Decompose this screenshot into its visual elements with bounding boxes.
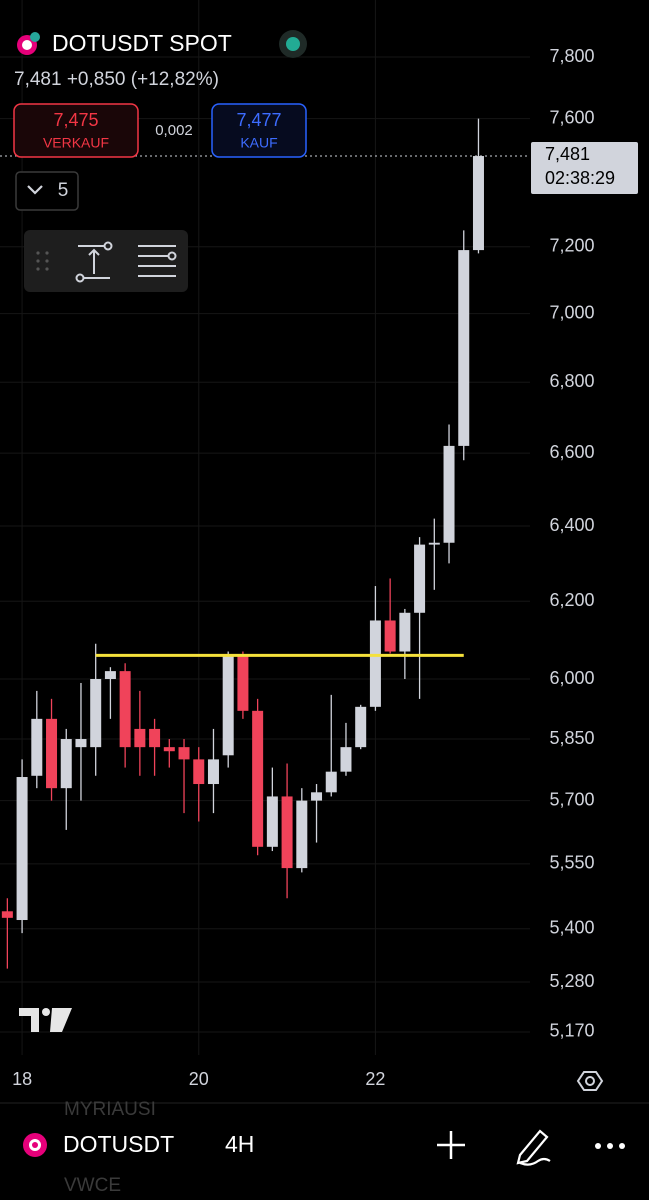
- dropdown-value: 5: [58, 180, 69, 201]
- candle-body: [46, 718, 58, 789]
- y-tick-label: 5,850: [549, 728, 594, 748]
- symbol-badge: [30, 32, 40, 42]
- x-tick-label: 22: [365, 1069, 385, 1089]
- buy-button[interactable]: [211, 103, 307, 158]
- candle-body: [149, 728, 161, 748]
- sell-label: VERKAUF: [43, 135, 109, 151]
- candle-body: [325, 771, 337, 793]
- y-tick-label: 7,600: [549, 107, 594, 127]
- symbol-icon-inner: [22, 40, 32, 50]
- drag-handle: [36, 251, 49, 271]
- settings-icon[interactable]: [576, 1071, 604, 1091]
- candle-body: [16, 777, 28, 921]
- candle-body: [31, 718, 43, 776]
- candle-body: [119, 671, 131, 748]
- candle-body: [222, 655, 234, 756]
- candle-body: [266, 796, 278, 847]
- symbol-icon-core: [32, 1142, 38, 1148]
- y-tick-label: 6,200: [549, 590, 594, 610]
- candle-body: [207, 759, 219, 785]
- candle-body: [90, 679, 102, 748]
- logo: [19, 1008, 72, 1032]
- candle-body: [458, 250, 470, 446]
- candle-body: [60, 739, 72, 789]
- candle-body: [1, 911, 13, 918]
- candle-body: [369, 620, 381, 707]
- candle-body: [237, 655, 249, 711]
- candle-body: [443, 445, 455, 543]
- candle-body: [340, 747, 352, 772]
- interval[interactable]: 4H: [225, 1131, 254, 1157]
- candle-body: [414, 544, 426, 613]
- y-tick-label: 5,170: [549, 1021, 594, 1041]
- candle-body: [384, 620, 396, 652]
- y-tick-label: 7,800: [549, 46, 594, 66]
- candle-body: [75, 739, 87, 748]
- sell-button[interactable]: [13, 103, 139, 158]
- last-price-box: [531, 142, 638, 195]
- more-button[interactable]: [595, 1143, 625, 1149]
- candle-body: [472, 156, 484, 251]
- buy-label: KAUF: [240, 135, 277, 151]
- candle-body: [355, 706, 367, 748]
- y-tick-label: 6,400: [549, 515, 594, 535]
- y-tick-label: 6,800: [549, 371, 594, 391]
- candle-body: [281, 796, 293, 869]
- buy-price: 7,477: [236, 110, 281, 130]
- y-tick-label: 7,000: [549, 302, 594, 322]
- y-tick-label: 5,280: [549, 971, 594, 991]
- candle-body: [134, 728, 146, 748]
- measure-tool[interactable]: [75, 241, 113, 283]
- quote: 7,481 +0,850 (+12,82%): [14, 69, 219, 90]
- candle-body: [428, 542, 440, 545]
- last-price-label: 7,481: [545, 144, 590, 164]
- faded-symbol: VWCE: [64, 1175, 121, 1196]
- x-tick-label: 20: [189, 1069, 209, 1089]
- market-status-dot: [286, 37, 300, 51]
- y-tick-label: 5,700: [549, 789, 594, 809]
- candle-body: [104, 671, 116, 680]
- sell-price: 7,475: [53, 110, 98, 130]
- lines-tool[interactable]: [138, 245, 177, 277]
- plot: 7,800 7,600 7,200 7,000 6,800 6,600 6,400 6,200…: [0, 0, 638, 1089]
- y-tick-label: 7,200: [549, 236, 594, 256]
- add-button[interactable]: [437, 1131, 465, 1159]
- faded-symbol: MYRIAUSI: [64, 1099, 156, 1120]
- candle-body: [296, 800, 308, 869]
- candle-body: [178, 747, 190, 760]
- chevron: [27, 185, 43, 195]
- spread: 0,002: [155, 122, 193, 139]
- dropdown[interactable]: [15, 171, 79, 211]
- symbol-title[interactable]: DOTUSDT SPOT: [52, 30, 232, 56]
- y-tick-label: 6,600: [549, 442, 594, 462]
- y-tick-label: 5,550: [549, 853, 594, 873]
- draw-button[interactable]: [516, 1129, 551, 1166]
- bottom-symbol[interactable]: DOTUSDT: [63, 1131, 174, 1157]
- countdown: 02:38:29: [545, 168, 615, 188]
- candle-body: [193, 759, 205, 785]
- candle-body: [399, 612, 411, 652]
- y-tick-label: 5,400: [549, 918, 594, 938]
- candle-body: [252, 710, 264, 847]
- x-tick-label: 18: [12, 1069, 32, 1089]
- candle-body: [163, 747, 175, 752]
- y-tick-label: 6,000: [549, 668, 594, 688]
- candle-body: [311, 792, 323, 801]
